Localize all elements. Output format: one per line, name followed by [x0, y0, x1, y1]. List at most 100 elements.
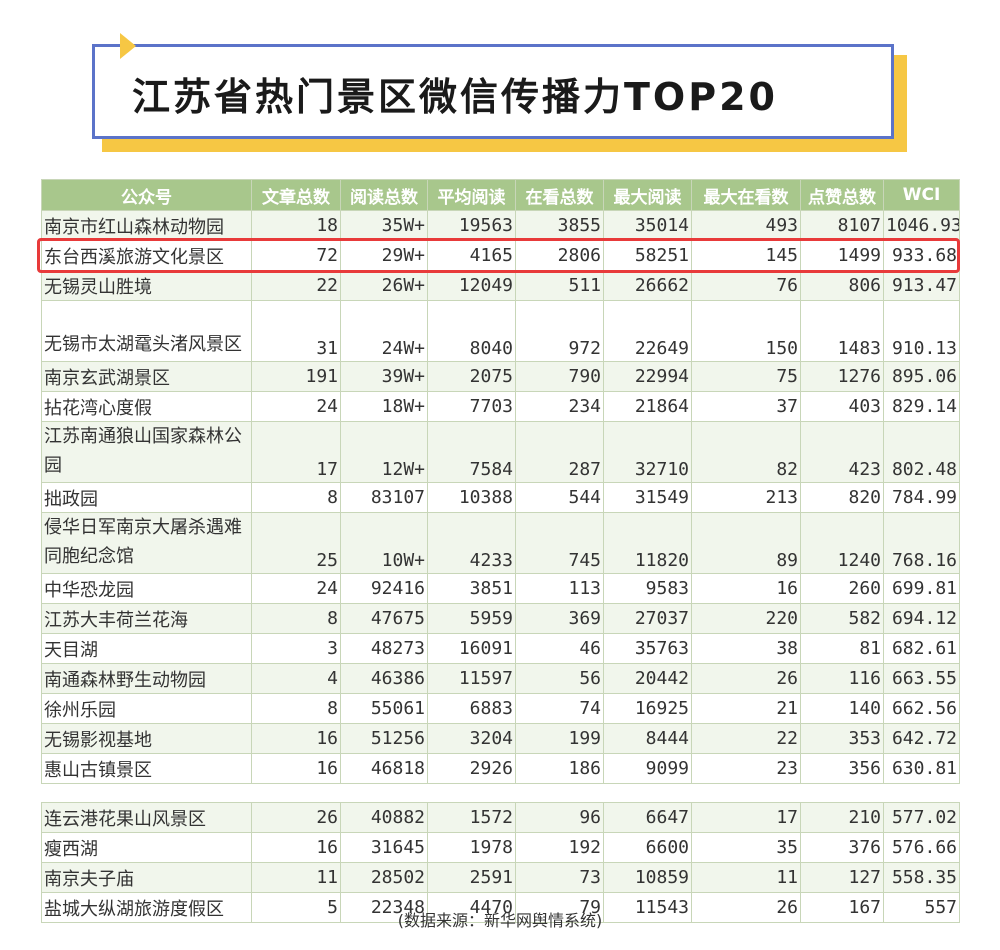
value-cell: 74 — [515, 693, 604, 724]
value-cell: 557 — [883, 892, 960, 923]
value-cell: 1046.93 — [883, 210, 960, 241]
value-cell: 37 — [691, 391, 801, 422]
value-cell: 8040 — [427, 300, 516, 362]
value-cell: 17 — [691, 802, 801, 833]
table-row: 瘦西湖 16 31645 1978 192 6600 35 376 576.66 — [41, 832, 960, 863]
value-cell: 1572 — [427, 802, 516, 833]
ranking-table: 公众号 文章总数 阅读总数 平均阅读 在看总数 最大阅读 最大在看数 点赞总数 … — [41, 179, 960, 923]
value-cell: 35W+ — [340, 210, 428, 241]
account-name-cell: 侵华日军南京大屠杀遇难同胞纪念馆 — [41, 512, 252, 574]
value-cell: 21 — [691, 693, 801, 724]
value-cell: 32710 — [603, 421, 692, 483]
account-name-cell: 中华恐龙园 — [41, 573, 252, 604]
value-cell: 576.66 — [883, 832, 960, 863]
value-cell: 210 — [800, 802, 884, 833]
value-cell: 745 — [515, 512, 604, 574]
account-name-cell: 南京市红山森林动物园 — [41, 210, 252, 241]
table-spacer-row — [41, 783, 960, 803]
value-cell: 18W+ — [340, 391, 428, 422]
account-name-cell: 南京玄武湖景区 — [41, 361, 252, 392]
account-name-cell: 惠山古镇景区 — [41, 753, 252, 784]
value-cell: 73 — [515, 862, 604, 893]
value-cell: 790 — [515, 361, 604, 392]
value-cell: 127 — [800, 862, 884, 893]
value-cell: 493 — [691, 210, 801, 241]
account-name-cell: 江苏大丰荷兰花海 — [41, 603, 252, 634]
value-cell: 16 — [251, 723, 341, 754]
value-cell: 79 — [515, 892, 604, 923]
value-cell: 19563 — [427, 210, 516, 241]
value-cell: 18 — [251, 210, 341, 241]
value-cell: 768.16 — [883, 512, 960, 574]
value-cell: 369 — [515, 603, 604, 634]
value-cell: 356 — [800, 753, 884, 784]
value-cell: 4 — [251, 663, 341, 694]
value-cell: 58251 — [603, 240, 692, 271]
value-cell: 23 — [691, 753, 801, 784]
value-cell: 10W+ — [340, 512, 428, 574]
header-max-looking: 最大在看数 — [691, 179, 801, 211]
value-cell: 1978 — [427, 832, 516, 863]
header-total-likes: 点赞总数 — [800, 179, 884, 211]
header-wci: WCI — [883, 179, 960, 211]
value-cell: 2591 — [427, 862, 516, 893]
value-cell: 47675 — [340, 603, 428, 634]
value-cell: 2075 — [427, 361, 516, 392]
value-cell: 16 — [691, 573, 801, 604]
value-cell: 220 — [691, 603, 801, 634]
value-cell: 55061 — [340, 693, 428, 724]
value-cell: 423 — [800, 421, 884, 483]
table-row: 连云港花果山风景区 26 40882 1572 96 6647 17 210 577.02 — [41, 802, 960, 833]
value-cell: 22649 — [603, 300, 692, 362]
value-cell: 577.02 — [883, 802, 960, 833]
value-cell: 544 — [515, 482, 604, 513]
header-max-reads: 最大阅读 — [603, 179, 692, 211]
value-cell: 829.14 — [883, 391, 960, 422]
value-cell: 26 — [691, 892, 801, 923]
value-cell: 46386 — [340, 663, 428, 694]
value-cell: 4233 — [427, 512, 516, 574]
value-cell: 699.81 — [883, 573, 960, 604]
value-cell: 3204 — [427, 723, 516, 754]
table-body: 南京市红山森林动物园 18 35W+ 19563 3855 35014 493 8107 104… — [41, 210, 960, 923]
value-cell: 92416 — [340, 573, 428, 604]
value-cell: 16091 — [427, 633, 516, 664]
value-cell: 287 — [515, 421, 604, 483]
value-cell: 8107 — [800, 210, 884, 241]
value-cell: 630.81 — [883, 753, 960, 784]
value-cell: 2926 — [427, 753, 516, 784]
value-cell: 403 — [800, 391, 884, 422]
value-cell: 167 — [800, 892, 884, 923]
value-cell: 38 — [691, 633, 801, 664]
value-cell: 26 — [251, 802, 341, 833]
data-source-note: (数据来源：新华网舆情系统) — [397, 911, 603, 930]
value-cell: 140 — [800, 693, 884, 724]
value-cell: 234 — [515, 391, 604, 422]
value-cell: 806 — [800, 270, 884, 301]
table-row: 江苏大丰荷兰花海 8 47675 5959 369 27037 220 582 694.12 — [41, 603, 960, 634]
value-cell: 82 — [691, 421, 801, 483]
value-cell: 145 — [691, 240, 801, 271]
value-cell: 260 — [800, 573, 884, 604]
value-cell: 11 — [251, 862, 341, 893]
value-cell: 21864 — [603, 391, 692, 422]
value-cell: 784.99 — [883, 482, 960, 513]
value-cell: 3 — [251, 633, 341, 664]
value-cell: 26 — [691, 663, 801, 694]
value-cell: 22 — [691, 723, 801, 754]
value-cell: 24 — [251, 573, 341, 604]
value-cell: 353 — [800, 723, 884, 754]
value-cell: 192 — [515, 832, 604, 863]
value-cell: 933.68 — [883, 240, 960, 271]
value-cell: 910.13 — [883, 300, 960, 362]
account-name-cell: 无锡市太湖鼋头渚风景区 — [41, 300, 252, 362]
value-cell: 8 — [251, 482, 341, 513]
value-cell: 11543 — [603, 892, 692, 923]
value-cell: 35763 — [603, 633, 692, 664]
table-row: 徐州乐园 8 55061 6883 74 16925 21 140 662.56 — [41, 693, 960, 724]
table-row: 拙政园 8 83107 10388 544 31549 213 820 784.99 — [41, 482, 960, 513]
table-row: 南京市红山森林动物园 18 35W+ 19563 3855 35014 493 8107 104… — [41, 210, 960, 241]
value-cell: 17 — [251, 421, 341, 483]
table-row: 中华恐龙园 24 92416 3851 113 9583 16 260 699.81 — [41, 573, 960, 604]
value-cell: 10859 — [603, 862, 692, 893]
